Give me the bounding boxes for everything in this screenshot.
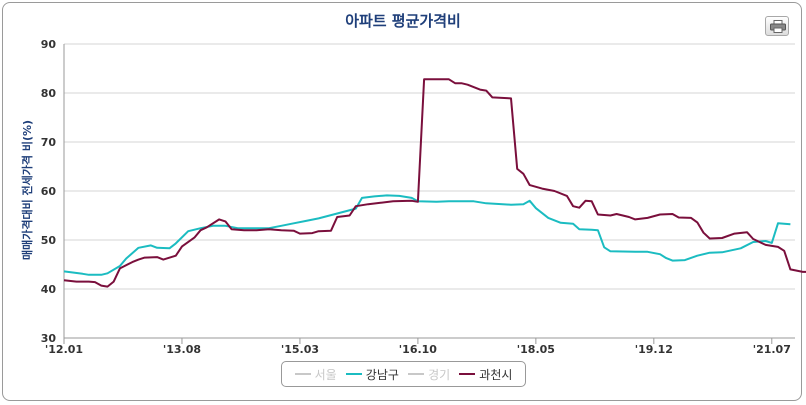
- x-tick-label: '15.03: [281, 343, 319, 356]
- series-line-과천시: [63, 78, 806, 288]
- legend-label: 경기: [428, 367, 451, 382]
- y-tick-label: 40: [41, 283, 57, 296]
- legend-label: 과천시: [479, 367, 513, 382]
- x-tick-label: '13.08: [163, 343, 201, 356]
- y-tick-label: 90: [41, 38, 57, 51]
- y-tick-label: 60: [41, 185, 57, 198]
- legend-item[interactable]: 경기: [408, 366, 450, 383]
- y-tick-label: 80: [41, 87, 57, 100]
- y-tick-label: 50: [41, 234, 57, 247]
- y-tick-label: 30: [41, 332, 57, 345]
- x-tick-label: '16.10: [399, 343, 438, 356]
- legend-item[interactable]: 강남구: [345, 366, 399, 383]
- x-tick-label: '19.12: [635, 343, 673, 356]
- x-tick-label: '12.01: [45, 343, 83, 356]
- legend-swatch: [294, 373, 311, 375]
- legend: 서울 강남구 경기 과천시: [281, 361, 526, 387]
- x-tick-label: '21.07: [753, 343, 791, 356]
- legend-label: 강남구: [365, 367, 399, 382]
- y-tick-label: 70: [41, 136, 57, 149]
- legend-swatch: [408, 373, 425, 375]
- legend-swatch: [345, 373, 362, 375]
- series-line-강남구: [63, 194, 791, 276]
- legend-item[interactable]: 과천시: [459, 366, 512, 383]
- x-tick-label: '18.05: [517, 343, 555, 356]
- legend-item[interactable]: 서울: [294, 366, 337, 383]
- print-icon: [770, 20, 786, 33]
- chart-title: 아파트 평균가격비: [345, 12, 461, 30]
- legend-swatch: [459, 373, 476, 375]
- legend-label: 서울: [314, 367, 337, 382]
- print-button[interactable]: [765, 16, 789, 36]
